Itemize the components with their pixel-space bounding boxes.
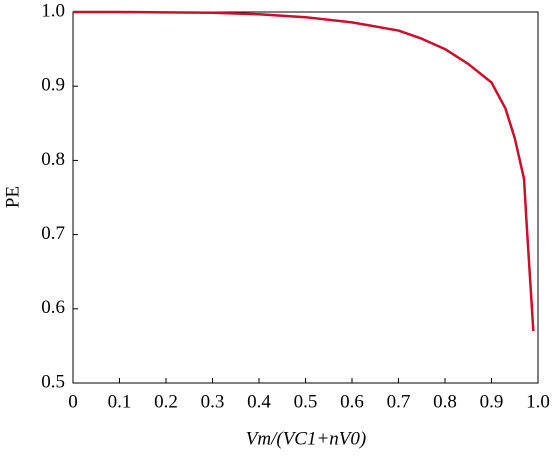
y-tick-label: 0.9: [41, 75, 65, 96]
x-tick-label: 0.6: [340, 391, 364, 412]
x-axis-label: Vm/(VC1+nV0): [246, 428, 366, 449]
y-tick-label: 0.7: [41, 223, 65, 244]
x-tick-label: 0: [68, 391, 78, 412]
x-tick-label: 0.9: [480, 391, 504, 412]
x-tick-label: 0.8: [433, 391, 457, 412]
plot-frame: [72, 11, 539, 384]
x-tick-label: 0.7: [387, 391, 411, 412]
x-tick-label: 1.0: [526, 391, 550, 412]
y-tick-label: 0.6: [41, 297, 65, 318]
y-axis-label: PE: [2, 186, 23, 208]
x-tick-label: 0.3: [201, 391, 225, 412]
x-tick-label: 0.2: [154, 391, 178, 412]
x-tick-label: 0.1: [108, 391, 132, 412]
y-tick-label: 0.8: [41, 149, 65, 170]
y-tick-label: 1.0: [41, 0, 65, 21]
y-tick-label: 0.5: [41, 371, 65, 392]
x-tick-label: 0.4: [247, 391, 271, 412]
x-tick-label: 0.5: [294, 391, 318, 412]
data-line: [73, 10, 535, 332]
